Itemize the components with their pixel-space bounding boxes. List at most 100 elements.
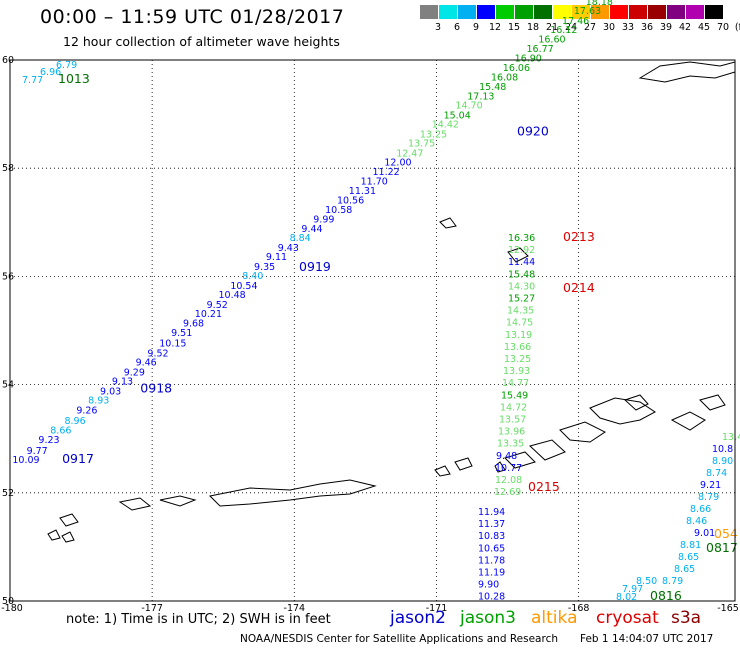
wave-height-value: 14.72 <box>500 402 527 413</box>
lat-tick-label: 52 <box>2 488 14 499</box>
wave-height-value: 8.96 <box>64 416 85 427</box>
legend-label: 70 <box>716 22 730 33</box>
wave-height-value: 9.46 <box>136 358 157 369</box>
coastlines <box>47 61 736 543</box>
coastline <box>439 217 457 229</box>
lon-tick-label: -168 <box>568 603 590 614</box>
wave-height-value: 8.84 <box>290 233 311 244</box>
coastline <box>118 497 152 511</box>
wave-height-value: 13.66 <box>504 342 531 353</box>
wave-height-value: 12.00 <box>384 157 411 168</box>
wave-height-value: 16.60 <box>538 35 565 46</box>
mission-cryosat: cryosat <box>596 608 659 628</box>
wave-height-value: 17.13 <box>467 91 494 102</box>
mission-jason2: jason2 <box>390 608 446 628</box>
legend-label: 30 <box>602 22 616 33</box>
wave-height-value: 17.46 <box>562 16 589 27</box>
wave-height-value: 10.21 <box>195 309 222 320</box>
coastline <box>504 451 536 469</box>
wave-height-value: 13.25 <box>504 354 531 365</box>
wave-height-value: 13.19 <box>505 330 532 341</box>
wave-height-value: 10.09 <box>12 455 39 466</box>
pass-time-label: 1013 <box>58 71 90 86</box>
lat-tick-label: 58 <box>2 163 14 174</box>
mission-jason3: jason3 <box>460 608 516 628</box>
legend-swatch <box>667 5 685 19</box>
legend-label: 33 <box>621 22 635 33</box>
wave-height-value: 8.93 <box>88 396 109 407</box>
pass-time-label: 0214 <box>563 280 595 295</box>
wave-height-value: 10.65 <box>478 543 505 554</box>
coastline <box>494 461 506 473</box>
wave-height-value: 8.74 <box>706 468 727 479</box>
wave-height-value: 13.75 <box>408 139 435 150</box>
pass-time-label: 0919 <box>299 259 331 274</box>
map-frame <box>9 59 736 602</box>
wave-height-value: 16.36 <box>508 233 535 244</box>
wave-height-value: 9.01 <box>694 528 715 539</box>
wave-height-value: 9.52 <box>207 300 228 311</box>
pass-time-label: 0920 <box>517 124 549 139</box>
legend-label: 12 <box>488 22 502 33</box>
wave-height-value: 8.46 <box>686 516 707 527</box>
wave-height-value: 17.63 <box>574 6 601 17</box>
lat-tick-label: 54 <box>2 380 14 391</box>
wave-height-value: 14.35 <box>507 306 534 317</box>
wave-height-value: 18.18 <box>586 0 613 8</box>
legend-swatch <box>648 5 666 19</box>
lat-tick-label: 50 <box>2 596 14 607</box>
coastline <box>638 61 736 83</box>
coastline <box>507 247 529 263</box>
lon-tick-label: -171 <box>426 603 448 614</box>
lon-tick-label: -180 <box>1 603 23 614</box>
wave-height-value: 11.70 <box>361 176 388 187</box>
wave-height-value: 16.06 <box>503 63 530 74</box>
legend-swatch <box>629 5 647 19</box>
coastline <box>670 411 706 431</box>
coastline <box>454 457 473 471</box>
coastline <box>61 531 75 543</box>
lat-lon-grid <box>10 60 735 601</box>
wave-height-value: 8.65 <box>678 552 699 563</box>
lon-tick-label: -177 <box>141 603 163 614</box>
wave-height-value: 8.65 <box>674 564 695 575</box>
legend-label: 36 <box>640 22 654 33</box>
legend-label: 39 <box>659 22 673 33</box>
wave-height-value: 9.23 <box>38 435 59 446</box>
wave-height-value: 13.57 <box>499 415 526 426</box>
legend-swatch <box>610 5 628 19</box>
lat-tick-label: 56 <box>2 271 14 282</box>
legend-swatch <box>515 5 533 19</box>
coastline <box>208 479 377 507</box>
wave-height-value: 9.11 <box>266 252 287 263</box>
wave-height-value: 16.77 <box>527 44 554 55</box>
lon-tick-label: -174 <box>284 603 306 614</box>
wave-height-value: 15.48 <box>508 269 535 280</box>
wave-height-value: 6.79 <box>56 60 77 71</box>
wave-height-value: 8.02 <box>616 592 637 603</box>
wave-height-value: 11.19 <box>478 568 505 579</box>
wave-height-value: 15.49 <box>501 390 528 401</box>
legend-label: 15 <box>507 22 521 33</box>
legend-label: 24 <box>564 22 578 33</box>
wave-height-value: 14.77 <box>502 378 529 389</box>
wave-height-value: 9.03 <box>100 386 121 397</box>
wave-height-value: 13.25 <box>420 129 447 140</box>
wave-height-value: 10.8 <box>712 444 733 455</box>
wave-height-value: 13.35 <box>497 439 524 450</box>
wave-height-value: 11.94 <box>478 507 505 518</box>
legend-label: 3 <box>434 22 442 33</box>
units-note: note: 1) Time is in UTC; 2) SWH is in fe… <box>66 612 331 627</box>
wave-height-value: 8.66 <box>50 425 71 436</box>
wave-height-value: 12.47 <box>396 148 423 159</box>
wave-height-value: 14.75 <box>506 318 533 329</box>
legend-swatch <box>591 5 609 19</box>
mission-s3a: s3a <box>671 608 702 628</box>
coastline <box>159 495 197 507</box>
coastline <box>624 394 649 411</box>
wave-height-value: 8.90 <box>712 456 733 467</box>
wave-height-value: 9.51 <box>171 328 192 339</box>
wave-height-value: 15.27 <box>508 294 535 305</box>
legend-swatch <box>686 5 704 19</box>
legend-label: 18 <box>526 22 540 33</box>
